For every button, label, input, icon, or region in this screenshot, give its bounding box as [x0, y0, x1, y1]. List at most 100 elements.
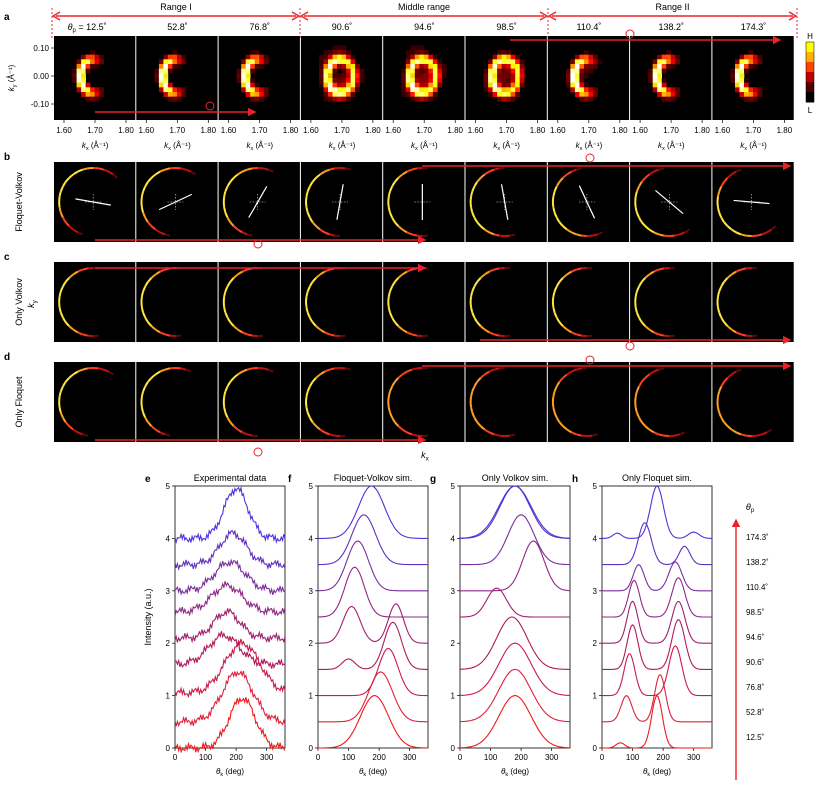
- ring-arc: [62, 281, 67, 288]
- ring-arc: [723, 277, 729, 283]
- heatmap-cell: [355, 64, 360, 69]
- chart-title: Only Floquet sim.: [622, 473, 692, 483]
- ring-arc: [140, 407, 145, 413]
- ring-arc: [674, 433, 681, 437]
- heatmap-cell: [488, 73, 493, 79]
- heatmap-cell: [579, 64, 585, 69]
- heatmap-cell: [359, 78, 365, 83]
- ring-arc: [159, 268, 166, 273]
- range-arrow-left: [299, 11, 309, 21]
- ring-arc: [246, 333, 253, 337]
- heatmap-cell: [355, 78, 360, 83]
- ring-arc: [387, 301, 390, 308]
- heatmap-cell: [488, 68, 493, 74]
- ring-arc: [229, 221, 235, 227]
- y-tick-label: 5: [309, 482, 314, 491]
- heatmap-cell: [432, 68, 438, 74]
- heatmap-cell: [661, 96, 667, 102]
- heatmap-cell: [94, 92, 100, 97]
- series-line: [174, 581, 286, 617]
- x-tick-label: 1.60: [56, 126, 72, 135]
- heatmap-cell: [657, 54, 663, 60]
- heatmap-cell: [158, 59, 164, 65]
- heatmap-cell: [744, 87, 749, 93]
- heatmap-cell: [76, 59, 82, 65]
- x-tick-label: 300: [260, 753, 274, 762]
- heatmap-cell: [328, 92, 333, 97]
- heatmap-cell: [432, 54, 438, 60]
- heatmap-cell: [428, 82, 434, 88]
- heatmap-cell: [99, 92, 104, 97]
- ring-arc: [232, 225, 239, 231]
- heatmap-cell: [597, 59, 603, 65]
- ring-arc: [329, 233, 335, 237]
- ring-arc: [470, 207, 474, 213]
- ring-arc: [653, 368, 660, 373]
- heatmap-cell: [254, 64, 260, 69]
- heatmap-cell: [492, 54, 498, 60]
- kx-axis-label-sub: x: [86, 146, 89, 152]
- heatmap-cell: [76, 87, 82, 93]
- ring-arc: [397, 273, 403, 279]
- ring-arc: [59, 412, 64, 418]
- ring-arc: [638, 416, 643, 423]
- heatmap-cell: [245, 59, 251, 65]
- heatmap-cell: [497, 50, 502, 55]
- ring-arc: [717, 191, 721, 197]
- heatmap-cell: [410, 45, 416, 51]
- legend-entry: 94.6˚: [746, 633, 765, 642]
- ring-arc: [154, 328, 161, 334]
- ring-arc: [493, 233, 500, 237]
- ring-arc: [62, 316, 67, 323]
- x-tick-label: 1.80: [530, 126, 546, 135]
- ring-arc: [391, 181, 396, 188]
- y-tick-label: 0: [593, 744, 598, 753]
- x-tick-label: 0: [458, 753, 463, 762]
- heatmap-cell: [744, 92, 749, 97]
- ring-arc: [471, 412, 476, 418]
- heatmap-cell: [423, 78, 429, 83]
- ring-arc: [232, 273, 239, 279]
- heatmap-cell: [259, 96, 265, 102]
- ring-tile: [465, 362, 547, 442]
- ring-arc: [493, 167, 500, 171]
- kx-axis-label-main: k: [329, 141, 334, 150]
- series-line: [460, 642, 570, 696]
- ring-arc: [658, 333, 665, 337]
- ring-arc: [150, 325, 157, 331]
- heatmap-cell: [259, 87, 265, 93]
- ring-arc: [638, 281, 643, 288]
- ring-arc: [658, 367, 665, 371]
- ring-tile: [712, 362, 794, 442]
- ring-arc: [766, 228, 773, 234]
- ring-arc: [552, 191, 556, 197]
- ring-arc: [723, 221, 729, 227]
- ring-arc: [397, 173, 403, 179]
- heatmap-cell: [588, 96, 594, 102]
- series-line: [460, 540, 570, 592]
- ring-tile: [547, 262, 630, 342]
- ring-arc: [740, 267, 747, 271]
- heatmap-cell: [163, 54, 169, 60]
- heatmap-cell: [488, 59, 493, 65]
- heatmap-cell: [428, 96, 434, 102]
- x-tick-label: 300: [545, 753, 559, 762]
- heatmap-cell: [401, 82, 407, 88]
- ring-arc: [726, 273, 733, 279]
- heatmap-cell: [510, 73, 516, 79]
- heatmap-cell: [666, 64, 672, 69]
- series-line: [602, 485, 712, 539]
- angle-theta: θ: [68, 22, 73, 32]
- ring-arc: [716, 201, 719, 208]
- panel-label-b: b: [4, 152, 10, 163]
- heatmap-cell: [405, 54, 411, 60]
- heatmap-cell: [419, 78, 425, 83]
- ky-axis-label-unit: (Å⁻¹): [7, 64, 16, 84]
- ring-arc: [553, 186, 558, 192]
- ring-arc: [469, 201, 473, 208]
- heatmap-cell: [350, 59, 356, 65]
- ky-axis-label: ky (Å⁻¹): [7, 64, 18, 91]
- ring-arc: [555, 381, 561, 388]
- ring-arc: [634, 207, 638, 213]
- kx-axis-label: kx (Å⁻¹): [164, 141, 191, 152]
